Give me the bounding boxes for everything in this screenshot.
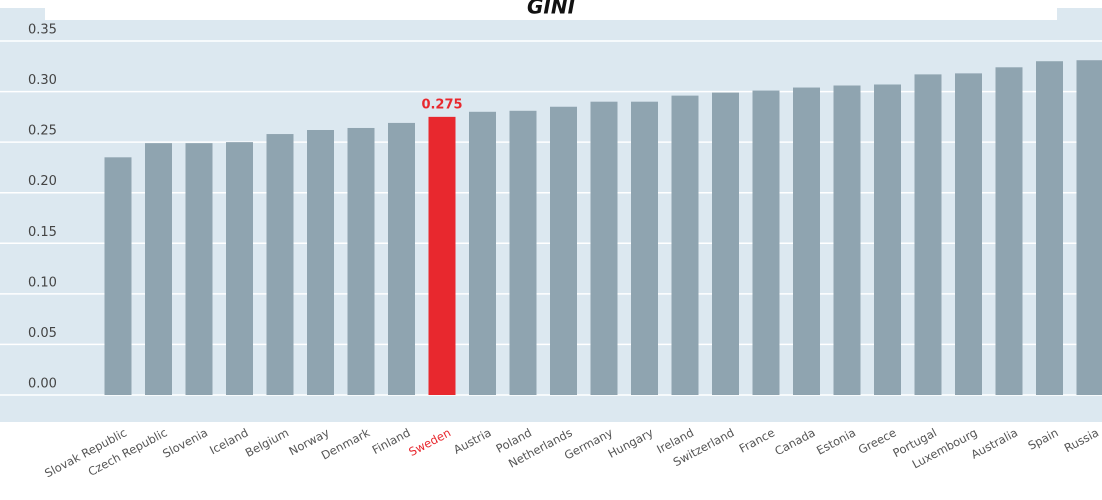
y-tick-label: 0.20 <box>28 174 57 189</box>
chart-title: GINI <box>527 0 576 19</box>
bar <box>793 87 820 396</box>
bar <box>104 157 132 395</box>
x-tick-label: Russia <box>1062 425 1101 455</box>
bar <box>550 106 577 395</box>
bar <box>874 84 901 396</box>
y-tick-label: 0.15 <box>28 225 57 240</box>
bar <box>307 130 334 395</box>
bar <box>509 110 537 395</box>
x-tick-label: Spain <box>1026 425 1061 452</box>
bar <box>145 143 172 395</box>
y-tick-label: 0.10 <box>28 275 57 290</box>
x-tick-label: Belgium <box>243 425 291 459</box>
bar <box>914 74 942 396</box>
y-tick-label: 0.35 <box>28 23 57 38</box>
title-band <box>45 0 1057 20</box>
bar <box>469 111 496 396</box>
x-tick-label: Slovenia <box>160 425 210 460</box>
bar <box>347 127 375 396</box>
bar <box>590 101 618 395</box>
bar <box>226 142 253 395</box>
x-tick-label: Austria <box>451 425 493 456</box>
y-tick-label: 0.00 <box>28 377 57 392</box>
x-tick-label: Iceland <box>207 425 250 457</box>
x-tick-label: Australia <box>969 425 1020 461</box>
bar <box>631 101 658 395</box>
bar <box>671 95 699 396</box>
x-tick-label: Sweden <box>406 425 453 459</box>
x-tick-label: Canada <box>772 425 817 458</box>
bar <box>428 116 456 395</box>
x-tick-label: Finland <box>370 425 413 457</box>
x-tick-label: Estonia <box>814 425 858 457</box>
bar <box>955 73 982 395</box>
x-tick-label: France <box>737 425 777 455</box>
bar <box>185 143 213 395</box>
data-label: 0.275 <box>421 97 462 112</box>
bar <box>266 134 294 395</box>
bar <box>995 67 1023 395</box>
bar <box>1036 61 1063 395</box>
y-tick-label: 0.30 <box>28 73 57 88</box>
x-tick-label: Hungary <box>606 425 656 461</box>
bar <box>712 92 739 395</box>
y-tick-label: 0.25 <box>28 124 57 139</box>
bar <box>388 122 415 395</box>
y-tick-label: 0.05 <box>28 326 57 341</box>
bar <box>752 90 780 395</box>
bar <box>1076 60 1102 396</box>
bar <box>833 85 861 395</box>
